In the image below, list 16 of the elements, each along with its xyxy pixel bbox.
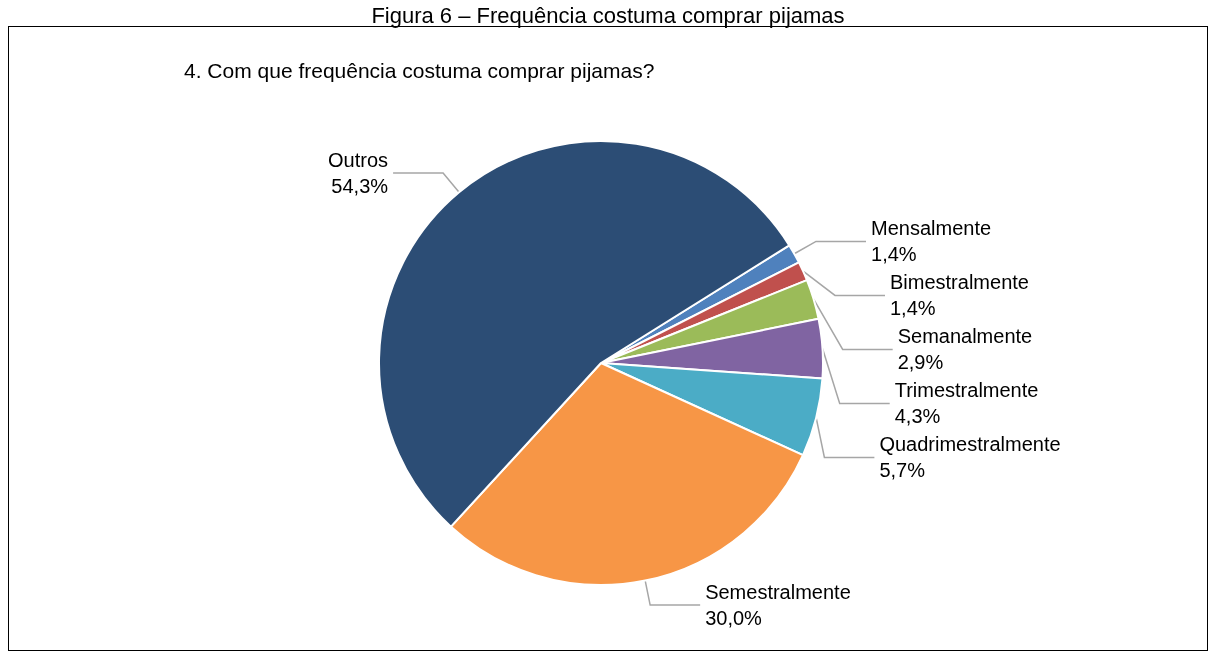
data-label: 2,9% (897, 351, 944, 374)
slice-label: Outros (328, 149, 389, 172)
chart-subtitle: 4. Com que frequência costuma comprar pijamas? (184, 59, 655, 82)
slice-label: Bimestralmente (889, 271, 1029, 294)
slice-label: Semanalmente (897, 325, 1033, 348)
chart-title: Figura 6 – Frequência costuma comprar pijamas (370, 3, 846, 28)
data-label: 54,3% (331, 175, 389, 198)
slice-label: Quadrimestralmente (879, 433, 1061, 456)
slice-label: Trimestralmente (894, 379, 1039, 402)
data-label: 5,7% (879, 459, 926, 482)
slice-label: Mensalmente (871, 217, 992, 240)
slice-label: Semestralmente (705, 581, 851, 604)
data-label: 1,4% (871, 243, 917, 266)
data-label: 1,4% (889, 297, 936, 320)
data-label: 30,0% (705, 607, 763, 630)
data-label: 4,3% (894, 405, 941, 428)
